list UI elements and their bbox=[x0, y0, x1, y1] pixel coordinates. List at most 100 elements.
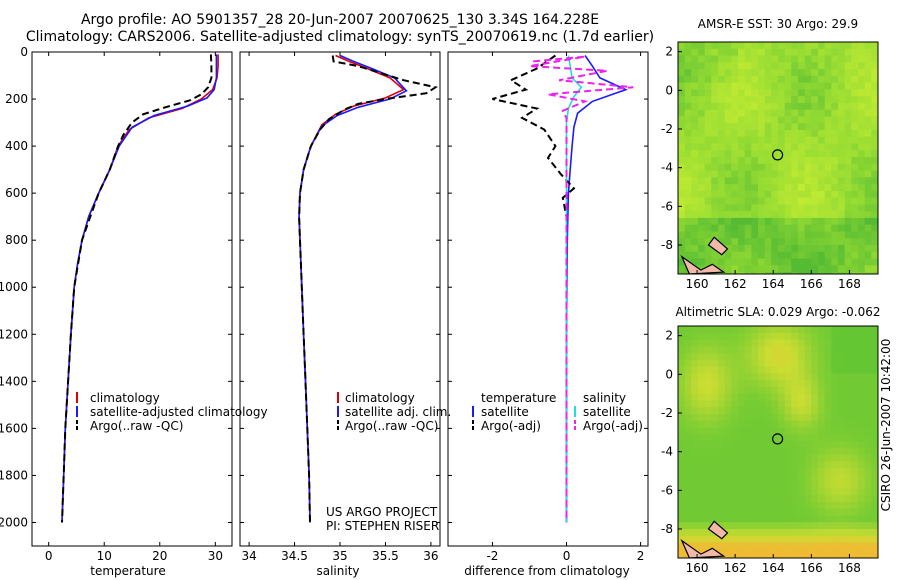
map-cell bbox=[798, 468, 806, 476]
map-cell bbox=[764, 217, 772, 226]
map-cell bbox=[738, 136, 746, 145]
map-cell bbox=[831, 170, 839, 178]
map-cell bbox=[831, 393, 839, 402]
map-cell bbox=[878, 62, 885, 69]
map-cell bbox=[711, 197, 719, 205]
map-cell bbox=[738, 461, 746, 469]
map-cell bbox=[791, 339, 799, 347]
map-cell bbox=[818, 508, 826, 517]
map-cell bbox=[691, 211, 699, 219]
map-cell bbox=[744, 454, 752, 462]
map-cell bbox=[864, 501, 872, 510]
legend-label: Argo(..raw -QC) bbox=[90, 419, 183, 433]
map-cell bbox=[751, 346, 759, 354]
map-cell bbox=[864, 400, 872, 408]
map-cell bbox=[878, 191, 885, 198]
map-cell bbox=[858, 55, 866, 63]
map-cell bbox=[871, 75, 878, 84]
map-cell bbox=[831, 414, 839, 422]
map-cell bbox=[784, 55, 792, 63]
map-cell bbox=[811, 116, 819, 124]
map-cell bbox=[878, 394, 885, 401]
series-line-temperature-argo-adj- bbox=[492, 54, 576, 523]
map-cell bbox=[751, 326, 759, 334]
map-cell bbox=[804, 373, 812, 381]
series-line-salinity-argo-adj- bbox=[529, 55, 634, 523]
map-cell bbox=[698, 454, 706, 462]
map-cell bbox=[838, 556, 846, 558]
map-cell bbox=[724, 184, 732, 192]
map-cell bbox=[871, 272, 878, 274]
map-cell bbox=[791, 109, 799, 118]
map-cell bbox=[784, 407, 792, 415]
map-cell bbox=[764, 407, 772, 415]
map-cell bbox=[818, 157, 826, 165]
map-cell bbox=[698, 130, 706, 138]
map-cell bbox=[691, 190, 699, 199]
map-cell bbox=[684, 82, 692, 90]
map-cell bbox=[684, 116, 692, 124]
map-cell bbox=[724, 393, 732, 402]
map-cell bbox=[738, 231, 746, 239]
map-cell bbox=[764, 62, 772, 70]
map-cell bbox=[771, 265, 779, 273]
y-tick-label: 1600 bbox=[0, 421, 28, 435]
map-cell bbox=[704, 407, 712, 415]
map-cell bbox=[811, 184, 819, 192]
map-cell bbox=[738, 245, 746, 253]
map-cell bbox=[778, 359, 786, 368]
map-cell bbox=[711, 359, 719, 368]
map-cell bbox=[804, 123, 812, 131]
map-cell bbox=[804, 184, 812, 192]
map-cell bbox=[824, 386, 832, 395]
map-cell bbox=[818, 170, 826, 178]
map-cell bbox=[798, 109, 806, 118]
map-cell bbox=[698, 522, 706, 530]
map-cell bbox=[711, 474, 719, 483]
map-cell bbox=[871, 170, 878, 178]
map-cell bbox=[791, 447, 799, 456]
map-cell bbox=[718, 55, 726, 63]
map-cell bbox=[791, 380, 799, 388]
map-cell bbox=[784, 258, 792, 266]
map-cell bbox=[824, 501, 832, 510]
map-cell bbox=[771, 258, 779, 266]
map-cell bbox=[718, 481, 726, 489]
map-cell bbox=[798, 184, 806, 192]
map-cell bbox=[851, 190, 859, 199]
map-cell bbox=[798, 488, 806, 496]
map-cell bbox=[824, 495, 832, 503]
map-cell bbox=[751, 339, 759, 347]
map-cell bbox=[691, 542, 699, 550]
map-cell bbox=[871, 508, 878, 517]
map-cell bbox=[858, 102, 866, 111]
sla-map-title: Altimetric SLA: 0.029 Argo: -0.062 bbox=[675, 305, 880, 319]
map-cell bbox=[831, 386, 839, 395]
map-cell bbox=[831, 265, 839, 273]
map-cell bbox=[838, 211, 846, 219]
x-tick-label: 164 bbox=[762, 277, 785, 291]
map-cell bbox=[744, 177, 752, 185]
map-cell bbox=[818, 380, 826, 388]
map-cell bbox=[758, 102, 766, 111]
map-cell bbox=[804, 69, 812, 77]
map-cell bbox=[858, 211, 866, 219]
map-cell bbox=[871, 481, 878, 489]
map-cell bbox=[764, 420, 772, 429]
map-cell bbox=[678, 96, 686, 104]
map-cell bbox=[691, 339, 699, 347]
map-cell bbox=[684, 102, 692, 111]
map-cell bbox=[724, 427, 732, 435]
map-cell bbox=[824, 346, 832, 354]
map-cell bbox=[851, 204, 859, 212]
map-cell bbox=[811, 211, 819, 219]
map-cell bbox=[778, 414, 786, 422]
map-cell bbox=[871, 359, 878, 368]
map-cell bbox=[771, 468, 779, 476]
map-cell bbox=[844, 474, 852, 483]
map-cell bbox=[778, 170, 786, 178]
map-cell bbox=[764, 556, 772, 558]
map-cell bbox=[838, 62, 846, 70]
map-cell bbox=[691, 380, 699, 388]
map-cell bbox=[691, 488, 699, 496]
